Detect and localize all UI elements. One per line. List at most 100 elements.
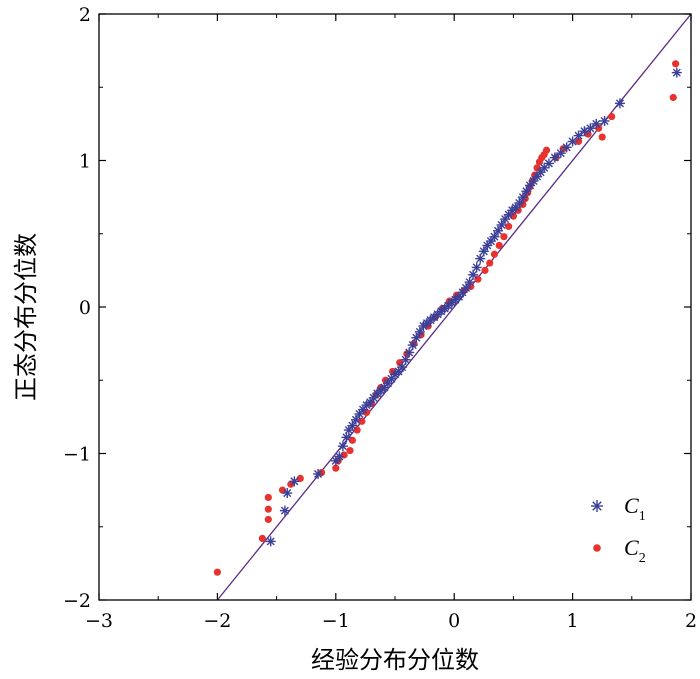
data-points-layer (213, 60, 682, 576)
point-c1 (521, 186, 532, 197)
asterisk-stroke (408, 341, 417, 350)
point-c1 (313, 469, 324, 480)
asterisk-stroke (351, 415, 360, 424)
point-c2 (495, 241, 503, 250)
asterisk-stroke (335, 452, 344, 461)
x-tick-label: 0 (448, 610, 460, 632)
x-tick-label: 2 (685, 610, 697, 632)
point-c1 (517, 192, 528, 203)
legend-label-c1-main: C (624, 493, 639, 518)
x-tick-label: −2 (203, 610, 231, 632)
asterisk-stroke (415, 327, 424, 336)
asterisk-stroke (398, 363, 407, 372)
legend-item-c1: C1 (591, 493, 646, 524)
point-c2 (348, 436, 356, 444)
point-c1 (414, 326, 425, 337)
reference-line (216, 13, 692, 601)
axis-ticks-layer (98, 13, 692, 601)
point-c1 (671, 67, 682, 78)
point-c2 (505, 222, 513, 231)
asterisk-stroke (592, 119, 601, 128)
point-c2 (486, 259, 494, 267)
point-c1 (400, 354, 411, 365)
point-c1 (265, 536, 276, 547)
point-c2 (213, 568, 221, 576)
point-c2 (500, 233, 508, 241)
point-c1 (461, 282, 472, 293)
asterisk-stroke (615, 99, 624, 108)
point-c1 (591, 118, 602, 129)
point-c2 (278, 486, 287, 494)
point-c1 (347, 420, 358, 431)
point-c1 (341, 432, 352, 443)
y-axis-label: 正态分布分位数 (12, 233, 40, 401)
legend-marker-c1 (591, 500, 603, 512)
y-tick-label: 2 (79, 4, 91, 26)
point-c1 (614, 98, 625, 109)
legend-label-c1: C1 (624, 493, 646, 524)
point-c1 (539, 162, 550, 173)
point-c1 (404, 347, 415, 358)
asterisk-stroke (479, 247, 488, 256)
legend-label-c2-subscript: 2 (639, 551, 646, 566)
point-c2 (672, 60, 680, 68)
x-tick-label: −1 (322, 610, 350, 632)
asterisk-stroke (476, 254, 485, 263)
point-c2 (481, 266, 489, 274)
point-c2 (264, 515, 272, 524)
asterisk-stroke (497, 220, 506, 229)
point-c1 (493, 225, 504, 236)
asterisk-stroke (314, 469, 323, 479)
asterisk-stroke (462, 283, 471, 292)
asterisk-stroke (592, 501, 602, 511)
asterisk-stroke (338, 442, 347, 451)
x-tick-label: −3 (85, 610, 113, 632)
asterisk-stroke (405, 348, 414, 357)
point-c2 (332, 464, 340, 472)
point-c1 (407, 340, 418, 351)
legend-label-c2: C2 (624, 535, 646, 566)
point-c1 (514, 197, 525, 208)
asterisk-stroke (586, 124, 595, 133)
asterisk-stroke (290, 477, 299, 486)
point-c1 (585, 123, 596, 134)
point-c1 (334, 451, 345, 462)
y-tick-label: 0 (79, 297, 91, 319)
plot-frame (98, 13, 692, 601)
asterisk-stroke (469, 270, 478, 279)
point-c2 (669, 93, 677, 102)
asterisk-stroke (550, 153, 559, 162)
reference-line-layer (216, 13, 692, 601)
asterisk-stroke (283, 489, 292, 498)
point-c2 (574, 137, 583, 146)
legend: C1 C2 (591, 493, 646, 566)
point-c1 (599, 115, 610, 126)
asterisk-stroke (490, 232, 499, 241)
point-c1 (478, 246, 489, 257)
legend-marker-c2-symbol (593, 544, 601, 552)
y-tick-label: −1 (63, 444, 91, 466)
legend-item-c2: C2 (593, 535, 646, 566)
point-c1 (468, 269, 479, 280)
point-c1 (496, 219, 507, 230)
asterisk-stroke (672, 68, 681, 77)
asterisk-stroke (280, 506, 289, 515)
asterisk-stroke (522, 187, 531, 196)
point-c1 (282, 488, 293, 499)
point-c1 (337, 441, 348, 452)
asterisk-stroke (348, 421, 357, 430)
point-c2 (296, 474, 304, 483)
asterisk-stroke (574, 131, 583, 140)
asterisk-stroke (600, 116, 609, 125)
legend-marker-c1-symbol (591, 500, 603, 512)
x-axis-label: 经验分布分位数 (311, 646, 479, 674)
point-c2 (258, 534, 266, 543)
legend-marker-c2 (593, 544, 601, 552)
point-c1 (350, 414, 361, 425)
point-c2 (542, 146, 551, 154)
asterisk-stroke (515, 198, 524, 208)
asterisk-stroke (266, 537, 275, 546)
point-c1 (475, 253, 486, 264)
